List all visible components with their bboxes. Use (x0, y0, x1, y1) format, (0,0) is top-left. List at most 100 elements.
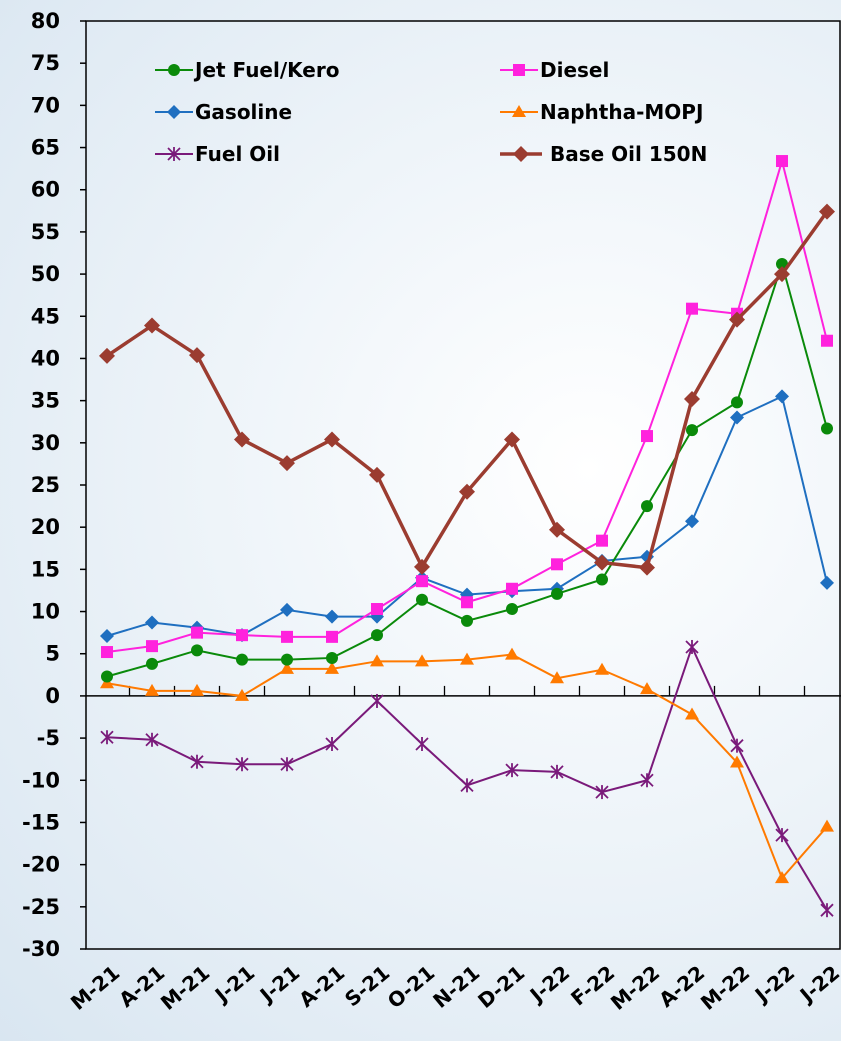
data-point-jet-fuel-kero (191, 644, 203, 657)
data-point-fuel-oil (280, 757, 294, 772)
x-tick-label: M-22 (696, 960, 754, 1014)
data-point-diesel (281, 630, 293, 643)
data-point-gasoline (820, 575, 834, 590)
data-point-diesel (101, 646, 113, 659)
data-point-gasoline (280, 602, 294, 617)
data-point-diesel (236, 629, 248, 642)
data-point-base-oil-150n (369, 466, 385, 483)
y-tick-label: 75 (31, 51, 60, 75)
data-point-gasoline (100, 629, 114, 644)
data-point-naphtha-mopj (460, 652, 474, 665)
x-tick-label: A-21 (114, 960, 169, 1012)
y-tick-label: 65 (31, 136, 60, 160)
data-point-fuel-oil (235, 757, 249, 772)
y-tick-label: 60 (31, 178, 60, 202)
legend-entry-jet-fuel-kero: Jet Fuel/Kero (155, 58, 339, 82)
y-tick-label: 40 (31, 346, 60, 370)
data-point-naphtha-mopj (145, 683, 159, 696)
data-point-naphtha-mopj (685, 707, 699, 720)
data-point-jet-fuel-kero (731, 396, 743, 409)
legend-marker (167, 147, 181, 161)
data-point-diesel (146, 640, 158, 653)
legend-entry-gasoline: Gasoline (155, 100, 292, 124)
x-tick-label: M-21 (66, 960, 124, 1014)
series-base-oil-150n (99, 203, 835, 576)
data-point-base-oil-150n (549, 521, 565, 538)
data-point-naphtha-mopj (325, 661, 339, 674)
data-point-base-oil-150n (279, 455, 295, 472)
y-tick-label: 70 (31, 93, 60, 117)
series-line-naphtha-mopj (106, 653, 828, 881)
data-point-jet-fuel-kero (101, 670, 113, 683)
data-point-fuel-oil (460, 778, 474, 793)
data-point-jet-fuel-kero (146, 657, 158, 670)
data-point-diesel (596, 534, 608, 547)
data-point-naphtha-mopj (730, 755, 744, 768)
y-tick-label: 45 (31, 304, 60, 328)
y-tick-label: 35 (31, 389, 60, 413)
x-tick-label: D-21 (473, 960, 529, 1013)
legend-label: Diesel (540, 58, 609, 82)
data-point-fuel-oil (145, 732, 159, 747)
y-tick-label: 15 (31, 557, 60, 581)
data-point-naphtha-mopj (505, 647, 519, 660)
series-gasoline (100, 389, 834, 644)
data-point-diesel (551, 558, 563, 571)
x-tick-label: N-21 (428, 960, 484, 1012)
data-point-jet-fuel-kero (551, 587, 563, 600)
data-point-naphtha-mopj (775, 871, 789, 884)
data-point-diesel (326, 630, 338, 643)
x-tick-label: J-22 (749, 960, 799, 1008)
x-tick-label: A-22 (654, 960, 709, 1012)
data-point-jet-fuel-kero (461, 614, 473, 627)
data-point-fuel-oil (550, 764, 564, 779)
data-point-diesel (686, 302, 698, 315)
data-point-diesel (821, 334, 833, 347)
y-tick-label: 5 (45, 642, 60, 666)
data-point-base-oil-150n (774, 266, 790, 283)
data-point-base-oil-150n (234, 431, 250, 448)
legend-marker (512, 105, 526, 117)
data-point-naphtha-mopj (640, 682, 654, 695)
series-line-base-oil-150n (106, 210, 829, 571)
data-point-jet-fuel-kero (506, 603, 518, 616)
legend-label: Naphtha-MOPJ (540, 100, 703, 124)
chart-legend: Jet Fuel/Kero Diesel Gasoline Naphtha-MOPJ F… (155, 58, 707, 166)
data-point-jet-fuel-kero (416, 593, 428, 606)
data-point-naphtha-mopj (235, 688, 249, 701)
data-point-naphtha-mopj (190, 683, 204, 696)
data-point-base-oil-150n (594, 554, 610, 571)
data-point-fuel-oil (640, 773, 654, 788)
data-point-base-oil-150n (819, 203, 835, 220)
y-tick-label: 50 (31, 262, 60, 286)
data-point-diesel (461, 596, 473, 609)
x-tick-label: J-22 (794, 960, 841, 1008)
data-point-fuel-oil (370, 693, 384, 708)
data-point-fuel-oil (190, 754, 204, 769)
data-point-diesel (641, 430, 653, 443)
y-tick-label: -25 (22, 895, 60, 919)
series-jet-fuel-kero (101, 257, 833, 683)
legend-entry-fuel-oil: Fuel Oil (155, 142, 280, 166)
data-point-diesel (371, 603, 383, 616)
data-point-gasoline (730, 410, 744, 425)
legend-entry-diesel: Diesel (500, 58, 609, 82)
data-point-jet-fuel-kero (236, 653, 248, 666)
data-point-jet-fuel-kero (821, 422, 833, 435)
legend-label: Fuel Oil (195, 142, 280, 166)
data-point-fuel-oil (820, 903, 834, 918)
y-tick-label: -30 (22, 937, 60, 961)
data-point-base-oil-150n (504, 431, 520, 448)
data-point-base-oil-150n (189, 347, 205, 364)
data-point-naphtha-mopj (820, 819, 834, 832)
x-tick-label: M-21 (156, 960, 214, 1014)
y-tick-label: 80 (31, 9, 60, 33)
x-tick-label: S-21 (340, 960, 394, 1011)
legend-marker (167, 105, 181, 119)
data-point-fuel-oil (730, 738, 744, 753)
data-point-fuel-oil (505, 763, 519, 778)
data-point-base-oil-150n (729, 311, 745, 328)
x-tick-label: J-21 (209, 960, 259, 1008)
y-tick-label: 55 (31, 220, 60, 244)
data-point-base-oil-150n (459, 483, 475, 500)
